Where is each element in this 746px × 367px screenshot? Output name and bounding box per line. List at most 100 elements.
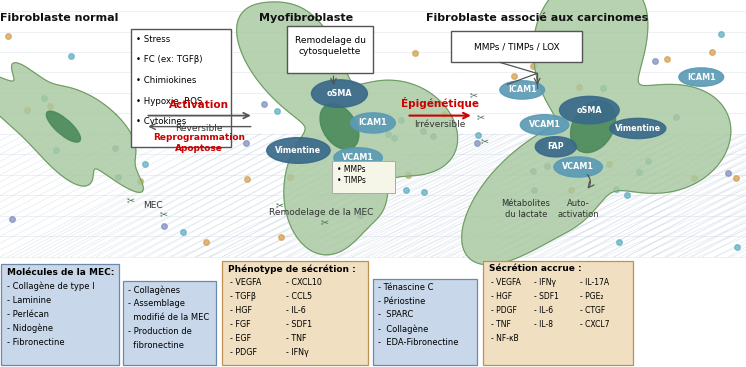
Point <box>383 131 395 137</box>
Text: - Nidogène: - Nidogène <box>7 324 53 333</box>
Text: - Assemblage: - Assemblage <box>128 299 185 308</box>
Point <box>649 58 661 63</box>
Point <box>573 84 585 90</box>
Text: MEC: MEC <box>143 201 163 210</box>
Text: - TGFβ: - TGFβ <box>230 292 256 301</box>
Text: - Périostine: - Périostine <box>378 297 426 306</box>
FancyBboxPatch shape <box>131 29 231 147</box>
Point <box>562 140 574 146</box>
Text: VCAM1: VCAM1 <box>562 163 594 171</box>
Text: ICAM1: ICAM1 <box>359 119 387 127</box>
Text: - PDGF: - PDGF <box>491 306 517 315</box>
Text: VCAM1: VCAM1 <box>342 153 374 162</box>
Text: - TNF: - TNF <box>491 320 511 329</box>
Text: Myofibroblaste: Myofibroblaste <box>259 13 353 23</box>
Text: οSMA: οSMA <box>577 106 602 115</box>
Text: - EGF: - EGF <box>230 334 251 343</box>
Point <box>139 161 151 167</box>
Text: - IL-6: - IL-6 <box>534 306 554 315</box>
Point <box>501 200 513 206</box>
Text: - IL-8: - IL-8 <box>534 320 553 329</box>
Text: - IL-6: - IL-6 <box>286 306 305 315</box>
FancyBboxPatch shape <box>287 26 373 73</box>
Text: - CXCL10: - CXCL10 <box>286 278 322 287</box>
Point <box>527 168 539 174</box>
Point <box>516 211 528 217</box>
Text: - HGF: - HGF <box>491 292 512 301</box>
Text: - Production de: - Production de <box>128 327 192 336</box>
Point <box>557 108 569 114</box>
Point <box>401 188 413 193</box>
Text: Épigénétique: Épigénétique <box>401 98 479 109</box>
Point <box>163 90 175 95</box>
Text: Reprogrammation
Apoptose: Reprogrammation Apoptose <box>153 134 245 153</box>
Ellipse shape <box>333 148 383 168</box>
Point <box>113 174 125 180</box>
Text: FAP: FAP <box>548 142 564 151</box>
Ellipse shape <box>554 157 603 177</box>
Text: - Collagènes: - Collagènes <box>128 285 181 295</box>
FancyBboxPatch shape <box>483 261 633 365</box>
Point <box>284 174 296 180</box>
Text: Phénotype de sécrétion :: Phénotype de sécrétion : <box>228 264 355 274</box>
Point <box>240 140 252 146</box>
Point <box>613 239 625 245</box>
Point <box>597 85 609 91</box>
Point <box>166 128 178 134</box>
Text: ICAM1: ICAM1 <box>687 73 715 81</box>
Text: • Chimiokines: • Chimiokines <box>136 76 196 85</box>
Ellipse shape <box>351 113 395 133</box>
Point <box>288 156 300 162</box>
Text: Sécrétion accrue :: Sécrétion accrue : <box>489 264 581 273</box>
Text: ✂: ✂ <box>127 195 134 205</box>
Text: • Hypoxie, ROS: • Hypoxie, ROS <box>136 97 202 106</box>
Text: modifié de la MEC: modifié de la MEC <box>128 313 210 322</box>
Point <box>241 176 253 182</box>
Point <box>688 175 700 181</box>
Point <box>541 163 553 169</box>
Point <box>44 103 56 109</box>
Point <box>292 66 304 72</box>
Text: - IFNγ: - IFNγ <box>286 348 308 357</box>
Text: - HGF: - HGF <box>230 306 251 315</box>
Point <box>662 56 674 62</box>
Point <box>438 112 450 117</box>
Text: ICAM1: ICAM1 <box>508 86 536 94</box>
Text: - Perlécan: - Perlécan <box>7 310 48 319</box>
Text: - NF-κB: - NF-κB <box>491 334 518 343</box>
Text: • FC (ex: TGFβ): • FC (ex: TGFβ) <box>136 55 202 65</box>
FancyBboxPatch shape <box>373 279 477 365</box>
Polygon shape <box>0 63 143 192</box>
Text: - CTGF: - CTGF <box>580 306 606 315</box>
Text: οSMA: οSMA <box>327 89 352 98</box>
Point <box>375 186 387 192</box>
Point <box>730 175 742 181</box>
Text: - Collagène de type I: - Collagène de type I <box>7 282 94 291</box>
Polygon shape <box>462 0 731 265</box>
Ellipse shape <box>521 115 569 135</box>
Point <box>200 239 212 245</box>
Text: ✂: ✂ <box>276 200 283 211</box>
Point <box>275 234 286 240</box>
Text: Molécules de la MEC:: Molécules de la MEC: <box>7 268 114 277</box>
Point <box>508 73 520 79</box>
Text: - SDF1: - SDF1 <box>286 320 312 329</box>
Point <box>388 135 400 141</box>
Ellipse shape <box>312 80 368 107</box>
Text: Remodelage du
cytosquelette: Remodelage du cytosquelette <box>295 36 366 55</box>
Text: - VEGFA: - VEGFA <box>491 278 521 287</box>
Text: • MMPs
• TIMPs: • MMPs • TIMPs <box>337 165 366 185</box>
Text: -  SPARC: - SPARC <box>378 310 413 320</box>
Point <box>472 132 484 138</box>
Point <box>417 128 429 134</box>
Point <box>150 58 162 64</box>
FancyBboxPatch shape <box>222 261 368 365</box>
Text: - PGE₂: - PGE₂ <box>580 292 604 301</box>
Point <box>402 172 414 178</box>
Text: - SDF1: - SDF1 <box>534 292 559 301</box>
Text: ✂: ✂ <box>481 136 489 146</box>
Polygon shape <box>236 2 457 255</box>
Point <box>360 66 372 72</box>
Point <box>731 244 743 250</box>
Point <box>65 52 77 58</box>
